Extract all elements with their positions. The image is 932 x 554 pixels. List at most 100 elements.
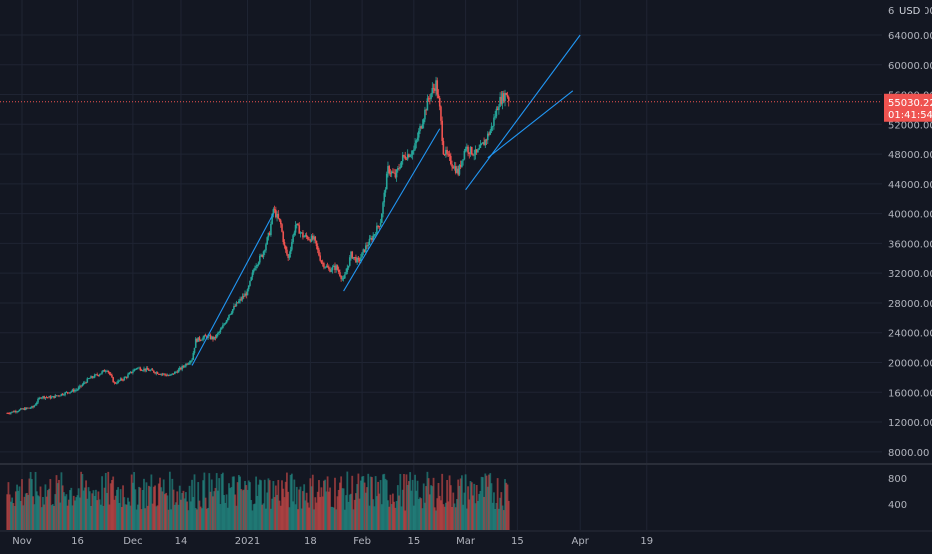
volume-bar: [70, 487, 73, 530]
candle-body: [18, 409, 21, 412]
volume-bar: [339, 482, 341, 530]
volume-bar: [430, 485, 432, 530]
candle-body: [388, 166, 390, 174]
candle-body: [308, 239, 310, 241]
candle-body: [367, 244, 370, 247]
candle-body: [88, 378, 91, 380]
time-axis-label: Nov: [12, 536, 32, 547]
volume-bar: [459, 478, 462, 530]
volume-bar: [474, 503, 477, 530]
candle-body: [127, 374, 129, 378]
volume-bar: [284, 481, 287, 530]
volume-bar: [371, 477, 373, 530]
volume-bar: [37, 495, 39, 530]
volume-bar: [375, 496, 378, 530]
volume-bar: [383, 473, 386, 530]
volume-bar: [172, 489, 175, 530]
volume-bar: [109, 483, 112, 530]
volume-bar: [395, 501, 398, 530]
candle-body: [440, 106, 442, 121]
last-price-tag: [884, 93, 932, 122]
volume-bar: [44, 484, 47, 530]
volume-bar: [440, 500, 442, 530]
candle-body: [63, 394, 65, 396]
candle-body: [278, 218, 281, 221]
volume-bar: [191, 479, 193, 530]
candle-body: [320, 260, 323, 263]
candle-body: [357, 257, 360, 260]
volume-bar: [230, 487, 233, 530]
candle-body: [461, 160, 463, 167]
volume-bar: [13, 506, 16, 530]
volume-bar: [96, 500, 99, 530]
candle-body: [406, 154, 409, 160]
volume-bar: [146, 505, 149, 530]
volume-bar: [226, 507, 229, 530]
currency-label[interactable]: USD: [899, 6, 921, 17]
volume-bar: [113, 499, 116, 530]
volume-bar: [139, 487, 142, 530]
volume-bar: [382, 474, 384, 530]
candle-body: [451, 164, 453, 167]
candle-body: [480, 143, 483, 145]
volume-bar: [32, 496, 34, 530]
volume-bar: [463, 492, 466, 530]
volume-bar: [213, 491, 216, 530]
volume-bar: [249, 482, 251, 530]
volume-bar: [294, 504, 297, 530]
candle-body: [144, 368, 147, 371]
time-axis-label: Feb: [353, 536, 371, 547]
volume-bar: [299, 486, 302, 530]
candle-body: [328, 267, 330, 269]
candle-body: [448, 154, 451, 157]
volume-bar: [229, 488, 232, 530]
volume-bar: [404, 510, 407, 530]
candle-body: [337, 269, 340, 273]
volume-bar: [154, 485, 156, 530]
candle-body: [84, 382, 86, 384]
candle-body: [431, 88, 434, 94]
candle-body: [133, 369, 135, 372]
candle-body: [501, 93, 504, 104]
volume-bar: [277, 479, 280, 530]
candle-body: [148, 369, 150, 371]
volume-bar: [221, 472, 224, 530]
candle-body: [495, 108, 498, 117]
candle-body: [217, 332, 219, 335]
candle-body: [379, 222, 382, 227]
volume-bar: [491, 502, 494, 530]
trend-line[interactable]: [465, 34, 581, 191]
volume-bar: [97, 491, 100, 530]
volume-bar: [42, 496, 44, 530]
candle-body: [292, 235, 294, 243]
candle-body: [385, 173, 388, 190]
candle-body: [246, 289, 249, 296]
candle-body: [208, 335, 211, 337]
volume-bar: [183, 498, 186, 530]
candle-body: [70, 391, 73, 393]
candle-body: [295, 223, 298, 226]
candle-body: [162, 373, 165, 375]
candle-body: [314, 236, 317, 241]
trend-line[interactable]: [343, 128, 441, 292]
currency-badge[interactable]: [895, 3, 925, 17]
volume-bar: [332, 507, 335, 530]
trend-lines[interactable]: [191, 34, 581, 366]
time-axis[interactable]: Nov 16 Dec 14 2021 18 Feb 15 Mar 15 Apr 19: [12, 536, 653, 547]
volume-bar: [186, 501, 189, 530]
volume-bar: [292, 501, 294, 530]
candle-body: [202, 337, 204, 340]
volume-bar: [334, 477, 336, 530]
volume-axis-label: 800: [888, 474, 907, 485]
trend-line[interactable]: [191, 213, 274, 366]
volume-bar: [223, 495, 225, 530]
volume-bar: [282, 488, 285, 530]
volume-bar: [314, 497, 317, 530]
volume-bar: [502, 510, 505, 530]
volume-bar: [198, 500, 201, 530]
volume-bar: [464, 474, 467, 530]
volume-bar: [261, 504, 264, 530]
candle-body: [34, 404, 37, 406]
